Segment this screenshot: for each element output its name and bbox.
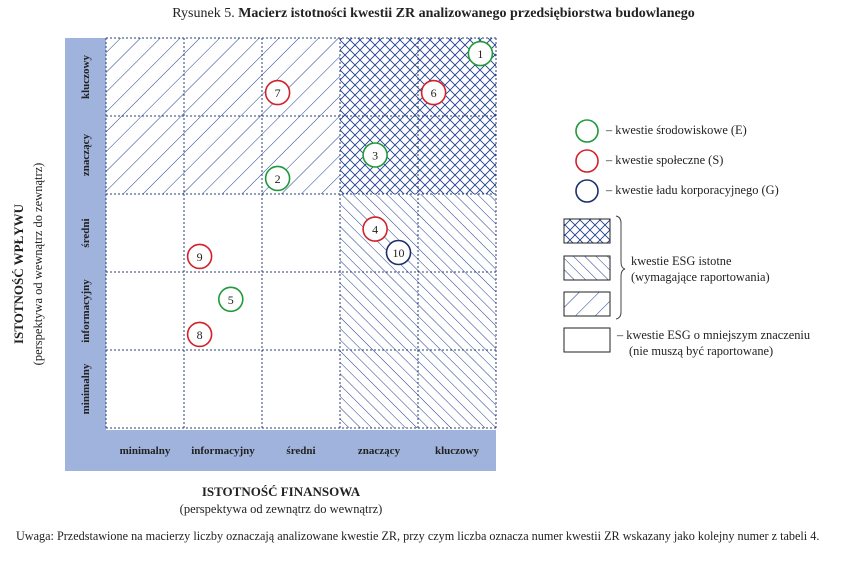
matrix-cell <box>340 38 418 116</box>
legend-brace <box>615 215 626 320</box>
issue-marker: 3 <box>362 142 388 168</box>
y-axis-level-label: minimalny <box>80 363 92 414</box>
issue-number: 3 <box>372 149 378 163</box>
x-axis-level-label: kluczowy <box>435 445 480 457</box>
matrix-cell <box>106 350 184 428</box>
legend-esg-minor-line1: – kwestie ESG o mniejszym znaczeniu <box>617 328 811 342</box>
y-axis-level-label: kluczowy <box>80 55 92 100</box>
matrix-cell <box>106 116 184 194</box>
issue-circle <box>264 165 291 192</box>
legend <box>563 119 626 353</box>
legend-social-marker <box>575 149 599 173</box>
figure-title: Rysunek 5. Macierz istotności kwestii ZR… <box>0 6 867 22</box>
y-axis-title: ISTOTNOŚĆ WPŁYWU <box>11 203 26 344</box>
x-axis-band <box>65 430 496 471</box>
issue-marker: 6 <box>420 79 447 106</box>
matrix-grid <box>105 37 497 429</box>
issue-marker: 10 <box>385 239 412 266</box>
issue-circle <box>218 286 244 313</box>
issue-circle <box>362 216 388 242</box>
issue-number: 5 <box>228 293 234 307</box>
x-axis-subtitle: (perspektywa od zewnątrz do wewnątrz) <box>180 502 383 516</box>
y-axis-level-label: znaczący <box>80 133 92 176</box>
x-axis-level-label: minimalny <box>120 445 171 457</box>
x-axis-level-label: znaczący <box>358 445 401 457</box>
x-axis-title: ISTOTNOŚĆ FINANSOWA <box>202 484 361 499</box>
issue-marker: 5 <box>218 286 244 313</box>
issue-marker: 2 <box>264 165 291 192</box>
legend-environmental-marker <box>575 119 599 143</box>
issue-number: 1 <box>477 47 483 61</box>
matrix-cell <box>106 194 184 272</box>
legend-swatch-wide <box>563 291 611 317</box>
figure-title-prefix: Rysunek 5. <box>172 6 235 21</box>
issue-circle <box>362 142 388 168</box>
matrix-cells <box>106 38 496 428</box>
issue-marker: 1 <box>467 40 494 67</box>
issue-circle <box>420 79 447 106</box>
issue-circle <box>186 321 213 348</box>
matrix-cell <box>262 350 340 428</box>
matrix-cell <box>340 272 418 350</box>
legend-swatch-narrow <box>563 255 611 281</box>
issue-circle <box>264 79 291 106</box>
matrix-cell <box>184 38 262 116</box>
matrix-cell <box>418 194 496 272</box>
matrix-cell <box>262 194 340 272</box>
figure-title-main: Macierz istotności kwestii ZR analizowan… <box>238 6 695 21</box>
issue-number: 6 <box>431 86 437 100</box>
x-axis-levels: minimalny informacyjny średni znaczący klucz… <box>120 445 480 457</box>
issue-number: 7 <box>275 86 281 100</box>
figure-note: Uwaga: Przedstawione na macierzy liczby … <box>16 529 820 543</box>
legend-esg-minor: – kwestie ESG o mniejszym znaczeniu (nie… <box>617 327 810 359</box>
y-axis-levels: minimalny informacyjny średni znaczący klucz… <box>80 55 92 415</box>
issue-number: 4 <box>372 223 378 237</box>
matrix-cell <box>184 350 262 428</box>
issue-markers: 1 2 3 4 5 6 7 8 9 10 <box>186 40 494 348</box>
issue-marker: 4 <box>362 216 388 242</box>
legend-governance-marker <box>575 179 599 203</box>
legend-esg-minor-line2: (nie muszą być raportowane) <box>629 344 774 358</box>
issue-number: 10 <box>393 246 405 260</box>
issue-marker: 8 <box>186 321 213 348</box>
issue-circle <box>385 239 412 266</box>
y-axis-subtitle: (perspektywa od wewnątrz do zewnątrz) <box>31 163 45 366</box>
legend-governance-label: – kwestie ładu korporacyjnego (G) <box>606 183 779 197</box>
matrix-cell <box>106 38 184 116</box>
issue-number: 9 <box>197 250 203 264</box>
issue-marker: 7 <box>264 79 291 106</box>
matrix-cell <box>262 272 340 350</box>
matrix-cell <box>418 116 496 194</box>
y-axis-level-label: informacyjny <box>80 279 92 343</box>
issue-number: 8 <box>197 328 203 342</box>
y-axis-band <box>65 38 106 431</box>
matrix-cell <box>184 116 262 194</box>
issue-number: 2 <box>275 172 281 186</box>
legend-environmental-label: – kwestie środowiskowe (E) <box>606 123 747 137</box>
matrix-cell <box>418 272 496 350</box>
x-axis-level-label: średni <box>286 445 315 457</box>
issue-circle <box>186 243 213 270</box>
legend-esg-material-line1: kwestie ESG istotne <box>631 254 732 268</box>
matrix-cell <box>418 350 496 428</box>
matrix-cell <box>106 272 184 350</box>
matrix-cell <box>340 350 418 428</box>
legend-esg-material-line2: (wymagające raportowania) <box>631 270 770 284</box>
legend-esg-material: kwestie ESG istotne (wymagające raportow… <box>631 253 770 285</box>
legend-swatch-cross <box>563 218 611 244</box>
issue-marker: 9 <box>186 243 213 270</box>
y-axis-level-label: średni <box>80 218 92 247</box>
legend-social-label: – kwestie społeczne (S) <box>606 153 724 167</box>
issue-circle <box>467 40 494 67</box>
x-axis-level-label: informacyjny <box>191 445 255 457</box>
legend-swatch-blank <box>563 327 611 353</box>
